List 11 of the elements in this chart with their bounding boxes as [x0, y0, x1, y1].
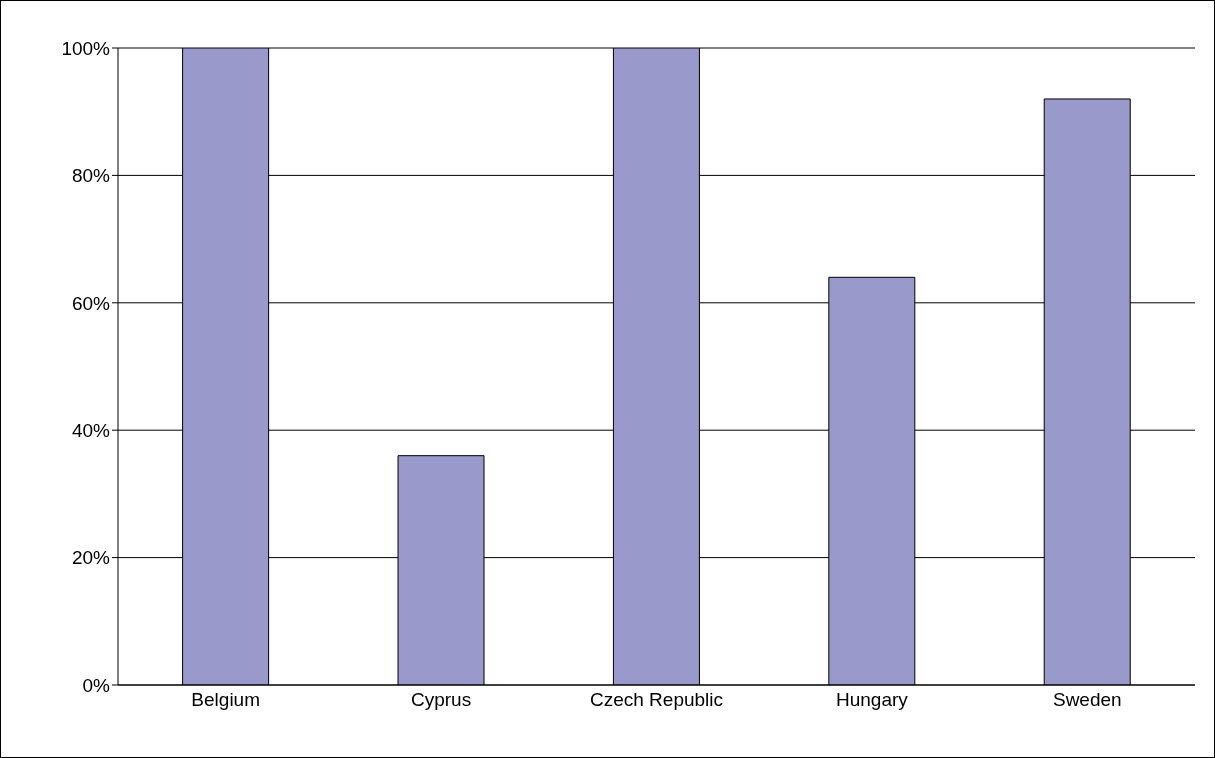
y-tick-label: 100% — [61, 37, 111, 59]
x-tick-label: Hungary — [835, 689, 909, 711]
y-tick-label: 0% — [82, 674, 111, 696]
y-tick-label: 40% — [71, 419, 111, 441]
x-tick-label: Sweden — [1052, 689, 1122, 711]
x-tick-label: Belgium — [191, 689, 261, 711]
x-tick-label: Czech Republic — [589, 689, 724, 711]
y-tick-label: 20% — [71, 547, 111, 569]
y-tick-label: 80% — [71, 165, 111, 187]
y-tick-label: 60% — [71, 292, 111, 314]
x-tick-label: Cyprus — [411, 689, 472, 711]
